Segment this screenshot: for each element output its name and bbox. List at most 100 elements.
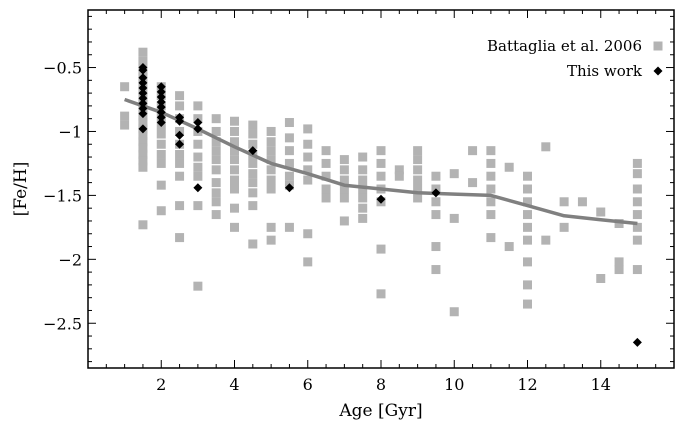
battaglia-point bbox=[193, 152, 203, 162]
battaglia-point bbox=[193, 281, 203, 291]
battaglia-point bbox=[339, 216, 349, 226]
battaglia-point bbox=[504, 242, 514, 252]
this-work-point bbox=[156, 97, 166, 107]
battaglia-point bbox=[303, 229, 313, 239]
y-tick-label: −1 bbox=[58, 122, 82, 141]
battaglia-point bbox=[449, 213, 459, 223]
battaglia-point bbox=[523, 222, 532, 232]
battaglia-point bbox=[523, 299, 532, 309]
battaglia-point bbox=[358, 213, 368, 223]
this-work-point bbox=[138, 109, 148, 119]
this-work-point bbox=[248, 146, 258, 156]
battaglia-point bbox=[486, 158, 496, 168]
battaglia-point bbox=[248, 158, 258, 168]
battaglia-point bbox=[449, 169, 459, 179]
battaglia-point bbox=[138, 156, 148, 166]
battaglia-point bbox=[523, 210, 532, 220]
this-work-point bbox=[138, 103, 148, 113]
battaglia-point bbox=[523, 184, 532, 194]
battaglia-point bbox=[376, 146, 386, 156]
battaglia-point bbox=[632, 265, 642, 275]
battaglia-point bbox=[468, 146, 478, 156]
battaglia-point bbox=[175, 149, 185, 159]
y-tick-label: −0.5 bbox=[43, 59, 82, 78]
battaglia-point bbox=[211, 146, 221, 156]
battaglia-point bbox=[321, 193, 331, 203]
this-work-point bbox=[156, 107, 166, 117]
battaglia-point bbox=[358, 165, 368, 175]
x-tick-label: 6 bbox=[303, 375, 313, 394]
battaglia-point bbox=[632, 235, 642, 245]
battaglia-point bbox=[413, 184, 423, 194]
battaglia-point bbox=[230, 165, 239, 175]
battaglia-point bbox=[211, 114, 221, 124]
battaglia-point bbox=[303, 165, 313, 175]
battaglia-point bbox=[175, 158, 185, 168]
this-work-point bbox=[431, 188, 441, 198]
battaglia-point bbox=[156, 129, 166, 139]
battaglia-point bbox=[266, 155, 276, 165]
battaglia-point bbox=[486, 233, 496, 243]
battaglia-point bbox=[266, 175, 276, 185]
battaglia-point bbox=[339, 155, 349, 165]
battaglia-point bbox=[138, 149, 148, 159]
this-work-point bbox=[138, 93, 148, 103]
battaglia-point bbox=[614, 257, 624, 267]
battaglia-point bbox=[284, 146, 294, 156]
battaglia-point bbox=[358, 203, 368, 213]
battaglia-point bbox=[138, 137, 148, 147]
battaglia-point bbox=[559, 197, 569, 207]
this-work-series bbox=[138, 63, 642, 347]
this-work-point bbox=[156, 112, 166, 122]
x-tick-label: 10 bbox=[444, 375, 464, 394]
this-work-point bbox=[138, 88, 148, 98]
battaglia-point bbox=[284, 133, 294, 143]
battaglia-point bbox=[321, 184, 331, 194]
battaglia-point bbox=[614, 219, 624, 229]
battaglia-point bbox=[504, 162, 514, 172]
y-tick-label: −2.5 bbox=[43, 314, 82, 333]
battaglia-point bbox=[339, 165, 349, 175]
y-tick-label: −1.5 bbox=[43, 186, 82, 205]
battaglia-point bbox=[303, 152, 313, 162]
this-work-point bbox=[376, 194, 386, 204]
battaglia-point bbox=[413, 165, 423, 175]
battaglia-point bbox=[339, 175, 349, 185]
battaglia-point bbox=[431, 265, 441, 275]
battaglia-point bbox=[413, 155, 423, 165]
battaglia-point bbox=[523, 280, 532, 290]
battaglia-point bbox=[230, 126, 239, 136]
battaglia-point bbox=[211, 188, 221, 198]
battaglia-point bbox=[632, 158, 642, 168]
battaglia-point bbox=[230, 137, 239, 147]
battaglia-point bbox=[431, 210, 441, 220]
battaglia-point bbox=[230, 203, 239, 213]
legend: Battaglia et al. 2006 This work bbox=[487, 37, 663, 80]
battaglia-point bbox=[376, 244, 386, 254]
battaglia-point bbox=[284, 158, 294, 168]
this-work-point bbox=[175, 139, 185, 149]
battaglia-point bbox=[321, 158, 331, 168]
battaglia-point bbox=[211, 155, 221, 165]
this-work-point bbox=[156, 87, 166, 97]
battaglia-point bbox=[120, 82, 130, 92]
x-axis-label: Age [Gyr] bbox=[338, 401, 422, 421]
battaglia-point bbox=[523, 197, 532, 207]
this-work-point bbox=[138, 98, 148, 108]
battaglia-point bbox=[230, 222, 239, 232]
battaglia-point bbox=[431, 197, 441, 207]
battaglia-point bbox=[577, 197, 587, 207]
this-work-point bbox=[138, 78, 148, 88]
battaglia-point bbox=[193, 171, 203, 181]
battaglia-point bbox=[175, 91, 185, 101]
battaglia-point bbox=[413, 146, 423, 156]
battaglia-point bbox=[376, 158, 386, 168]
battaglia-point bbox=[138, 56, 148, 66]
battaglia-point bbox=[413, 193, 423, 203]
battaglia-point bbox=[248, 120, 258, 130]
battaglia-point bbox=[339, 193, 349, 203]
this-work-point bbox=[175, 116, 185, 126]
battaglia-point bbox=[248, 178, 258, 188]
y-tick-label: −2 bbox=[58, 250, 82, 269]
battaglia-point bbox=[156, 149, 166, 159]
